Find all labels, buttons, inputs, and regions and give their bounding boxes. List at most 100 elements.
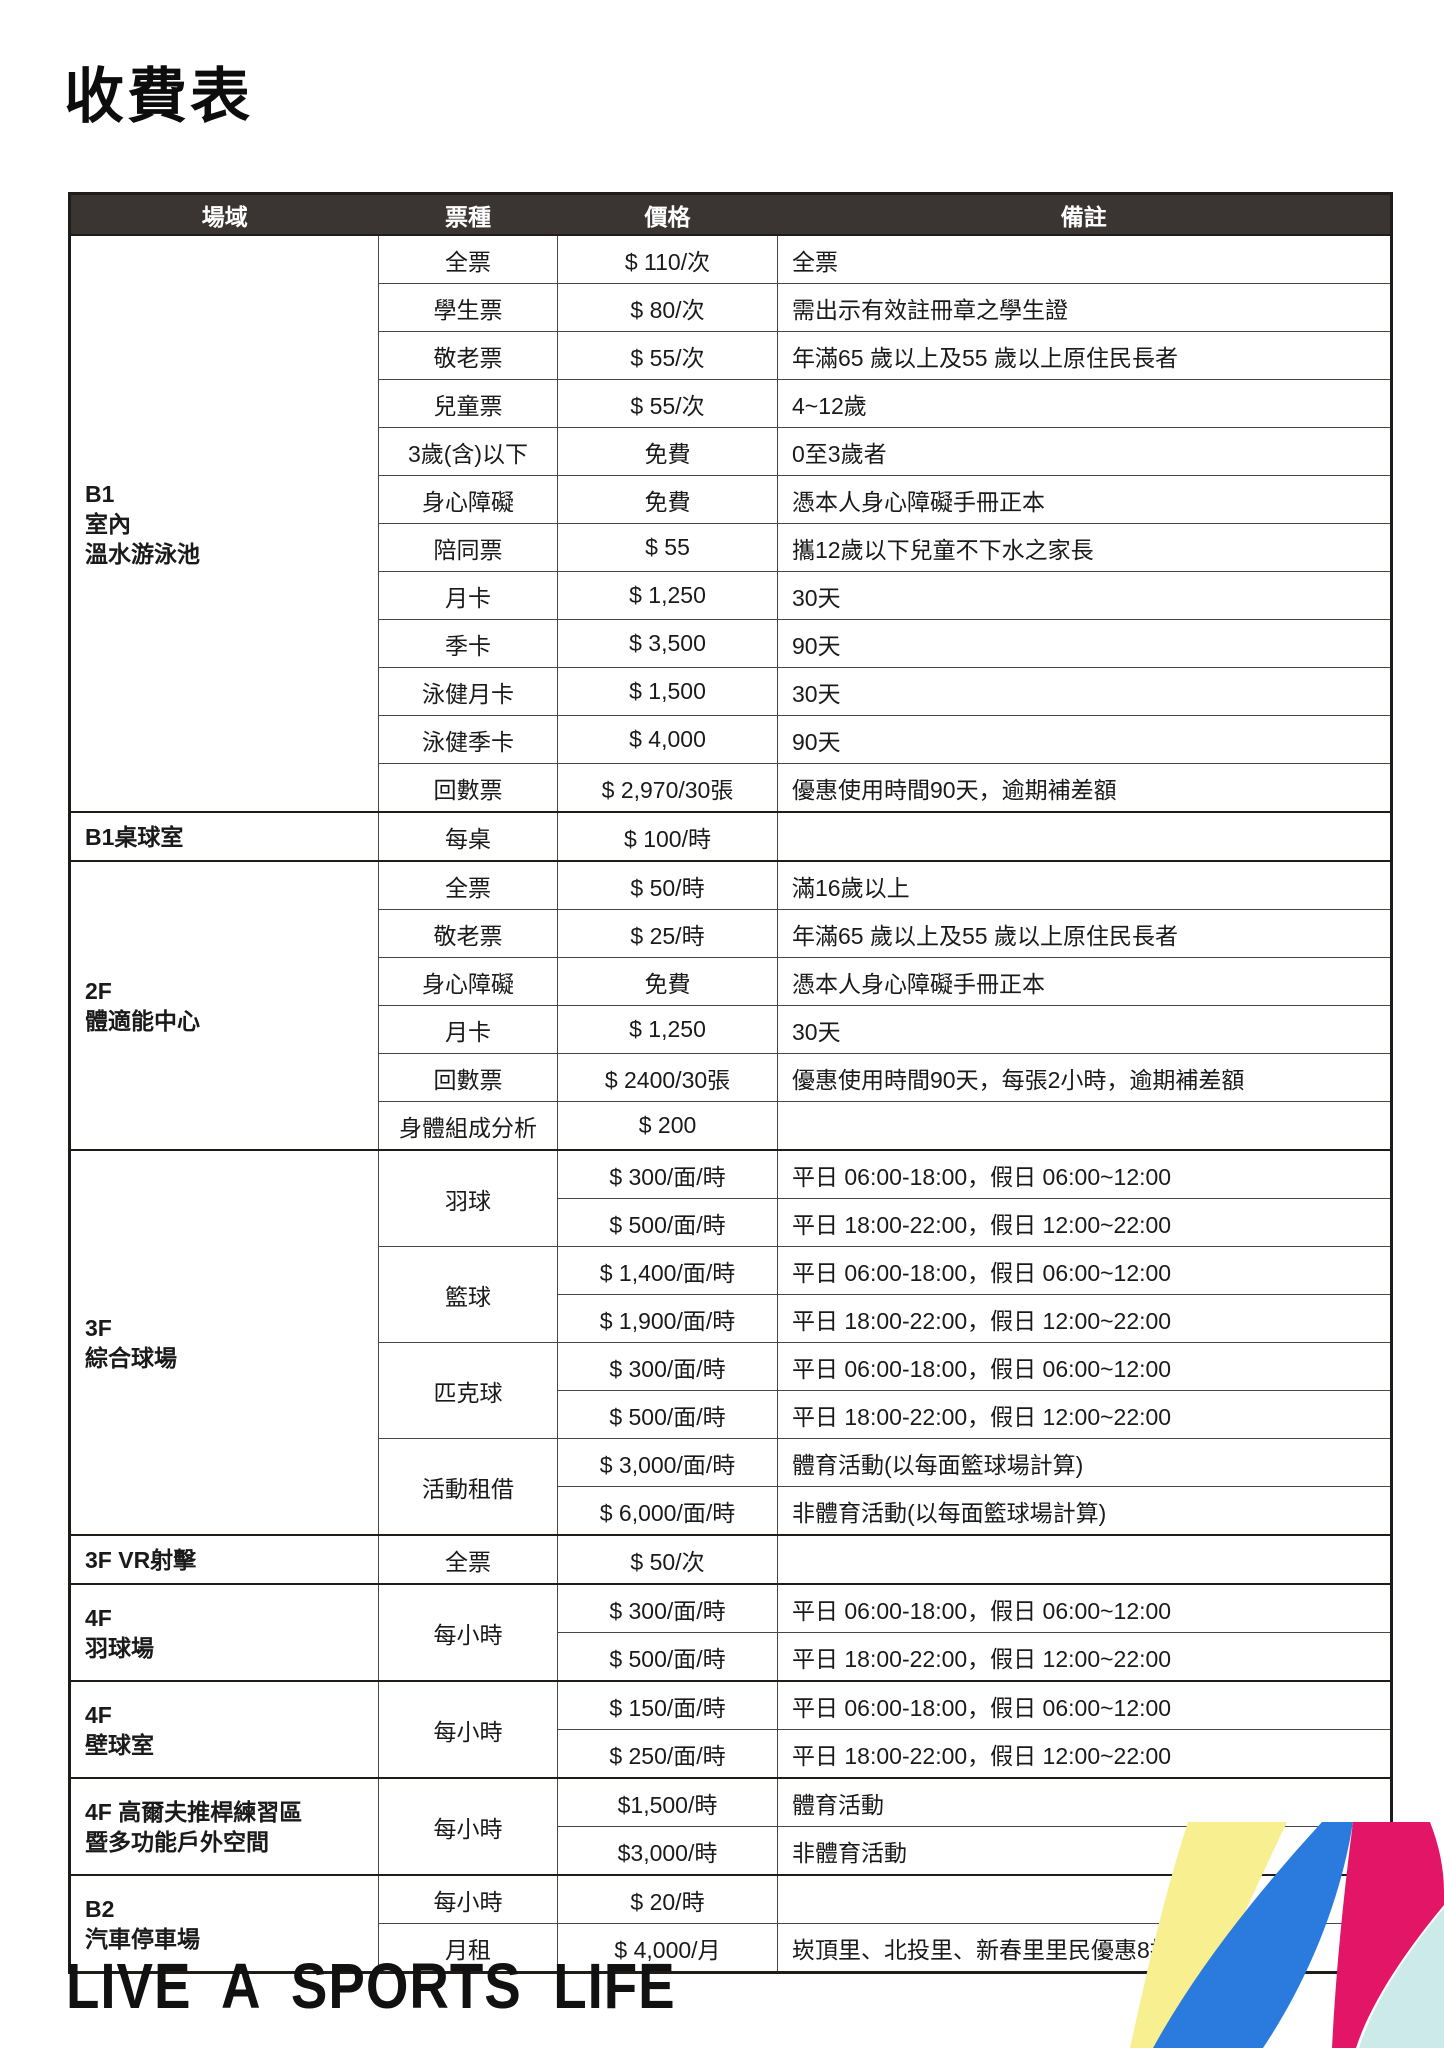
remark-cell: 平日 06:00-18:00，假日 06:00~12:00 xyxy=(777,1246,1392,1295)
table-row: 身體組成分析 $ 200 xyxy=(70,1101,1392,1151)
remark-cell: 30天 xyxy=(777,667,1392,716)
ticket-cell: 回數票 xyxy=(378,763,558,813)
price-cell: $ 1,250 xyxy=(557,1005,778,1054)
price-cell: $ 1,250 xyxy=(557,571,778,620)
price-cell: 免費 xyxy=(557,475,778,524)
ticket-cell: 敬老票 xyxy=(378,909,558,958)
area-cell: 3F 綜合球場 xyxy=(69,1149,379,1536)
remark-cell: 30天 xyxy=(777,1005,1392,1054)
remark-cell: 全票 xyxy=(777,234,1392,284)
price-cell: 免費 xyxy=(557,957,778,1006)
column-header: 備註 xyxy=(777,193,1392,236)
table-row: 3F 綜合球場 羽球 $ 300/面/時 平日 06:00-18:00，假日 06:00… xyxy=(69,1149,1392,1536)
table-row: 泳健季卡 $ 4,000 90天 xyxy=(70,715,1392,764)
price-cell: $ 500/面/時 xyxy=(557,1198,778,1247)
price-cell: $ 50/次 xyxy=(557,1534,778,1585)
page-title: 收費表 xyxy=(64,63,253,130)
table-row: 兒童票 $ 55/次 4~12歲 xyxy=(70,379,1392,428)
remark-cell: 年滿65 歲以上及55 歲以上原住民長者 xyxy=(777,909,1392,958)
price-cell: $ 1,900/面/時 xyxy=(557,1294,778,1343)
brand-graphic-yellow-band xyxy=(1130,1822,1287,2048)
price-cell: $ 20/時 xyxy=(557,1874,778,1924)
table-row: B1桌球室 每桌 $ 100/時 xyxy=(69,811,1392,862)
brand-graphic-blue-band xyxy=(1153,1822,1353,2048)
ticket-cell: 每小時 xyxy=(378,1680,558,1779)
area-cell: 2F 體適能中心 xyxy=(69,860,379,1151)
ticket-cell: 每小時 xyxy=(378,1777,558,1876)
footer-slogan: LIVE A SPORTS LIFE xyxy=(66,1951,676,2023)
price-cell: $ 4,000 xyxy=(557,715,778,764)
remark-cell: 平日 06:00-18:00，假日 06:00~12:00 xyxy=(777,1342,1392,1391)
remark-cell: 0至3歲者 xyxy=(777,427,1392,476)
fee-table-header: 場域 票種 價格 備註 xyxy=(69,193,1392,236)
price-cell: $ 2400/30張 xyxy=(557,1053,778,1102)
remark-cell: 體育活動 xyxy=(777,1777,1392,1827)
ticket-cell: 泳健季卡 xyxy=(378,715,558,764)
ticket-cell: 全票 xyxy=(378,1534,558,1585)
remark-cell: 30天 xyxy=(777,571,1392,620)
price-cell: $ 300/面/時 xyxy=(557,1342,778,1391)
fee-table: 場域 票種 價格 備註 B1 室內 溫水游泳池 全票 $ 110/次 全票 學生票 $ 80/次 需出… xyxy=(68,192,1393,1974)
ticket-cell: 身心障礙 xyxy=(378,475,558,524)
price-cell: $ 80/次 xyxy=(557,283,778,332)
table-row: 陪同票 $ 55 攜12歲以下兒童不下水之家長 xyxy=(70,523,1392,572)
remark-cell: 憑本人身心障礙手冊正本 xyxy=(777,475,1392,524)
ticket-cell: 籃球 xyxy=(378,1246,558,1343)
table-row: 回數票 $ 2400/30張 優惠使用時間90天，每張2小時，逾期補差額 xyxy=(70,1053,1392,1102)
table-row: 3歲(含)以下 免費 0至3歲者 xyxy=(70,427,1392,476)
ticket-cell: 月卡 xyxy=(378,571,558,620)
remark-cell: 滿16歲以上 xyxy=(777,860,1392,910)
table-row: 身心障礙 免費 憑本人身心障礙手冊正本 xyxy=(70,957,1392,1006)
ticket-cell: 回數票 xyxy=(378,1053,558,1102)
table-row: $ 500/面/時 平日 18:00-22:00，假日 12:00~22:00 xyxy=(70,1198,1392,1247)
ticket-cell: 學生票 xyxy=(378,283,558,332)
area-cell: 4F 高爾夫推桿練習區 暨多功能戶外空間 xyxy=(69,1777,379,1876)
ticket-cell: 每小時 xyxy=(378,1874,558,1924)
remark-cell: 體育活動(以每面籃球場計算) xyxy=(777,1438,1392,1487)
price-cell: $ 2,970/30張 xyxy=(557,763,778,813)
ticket-cell: 每小時 xyxy=(378,1583,558,1682)
price-cell: $ 55/次 xyxy=(557,331,778,380)
ticket-cell: 敬老票 xyxy=(378,331,558,380)
remark-cell: 平日 18:00-22:00，假日 12:00~22:00 xyxy=(777,1390,1392,1439)
column-header: 票種 xyxy=(378,193,558,236)
ticket-cell: 全票 xyxy=(378,234,558,284)
ticket-cell: 匹克球 xyxy=(378,1342,558,1439)
ticket-cell: 3歲(含)以下 xyxy=(378,427,558,476)
area-cell: 4F 羽球場 xyxy=(69,1583,379,1682)
remark-cell xyxy=(777,811,1392,862)
price-cell: $ 100/時 xyxy=(557,811,778,862)
area-cell: 4F 壁球室 xyxy=(69,1680,379,1779)
remark-cell: 平日 06:00-18:00，假日 06:00~12:00 xyxy=(777,1583,1392,1633)
table-row: 2F 體適能中心 全票 $ 50/時 滿16歲以上 xyxy=(69,860,1392,1151)
price-cell: $ 50/時 xyxy=(557,860,778,910)
remark-cell: 90天 xyxy=(777,715,1392,764)
brand-graphic-cyan-shape xyxy=(1359,1908,1444,2048)
table-row: 3F VR射擊 全票 $ 50/次 xyxy=(69,1534,1392,1585)
price-cell: $ 25/時 xyxy=(557,909,778,958)
remark-cell: 需出示有效註冊章之學生證 xyxy=(777,283,1392,332)
ticket-cell: 身體組成分析 xyxy=(378,1101,558,1151)
price-cell: $ 500/面/時 xyxy=(557,1390,778,1439)
table-row: 活動租借 $ 3,000/面/時 體育活動(以每面籃球場計算) xyxy=(70,1438,1392,1536)
ticket-cell: 月租 xyxy=(378,1923,558,1973)
remark-cell: 優惠使用時間90天，逾期補差額 xyxy=(777,763,1392,813)
price-cell: $ 3,500 xyxy=(557,619,778,668)
remark-cell: 平日 18:00-22:00，假日 12:00~22:00 xyxy=(777,1632,1392,1682)
ticket-cell: 全票 xyxy=(378,860,558,910)
price-cell: $ 55/次 xyxy=(557,379,778,428)
remark-cell: 90天 xyxy=(777,619,1392,668)
ticket-cell: 陪同票 xyxy=(378,523,558,572)
table-row: 月卡 $ 1,250 30天 xyxy=(70,1005,1392,1054)
ticket-cell: 每桌 xyxy=(378,811,558,862)
price-cell: $ 250/面/時 xyxy=(557,1729,778,1779)
table-row: 月卡 $ 1,250 30天 xyxy=(70,571,1392,620)
remark-cell: 平日 18:00-22:00，假日 12:00~22:00 xyxy=(777,1729,1392,1779)
table-row: 敬老票 $ 55/次 年滿65 歲以上及55 歲以上原住民長者 xyxy=(70,331,1392,380)
price-cell: $ 150/面/時 xyxy=(557,1680,778,1730)
brand-graphic-magenta-band xyxy=(1332,1822,1444,2048)
price-cell: $ 300/面/時 xyxy=(557,1583,778,1633)
table-row: B1 室內 溫水游泳池 全票 $ 110/次 全票 xyxy=(69,234,1392,813)
ticket-cell: 羽球 xyxy=(378,1149,558,1247)
remark-cell: 年滿65 歲以上及55 歲以上原住民長者 xyxy=(777,331,1392,380)
